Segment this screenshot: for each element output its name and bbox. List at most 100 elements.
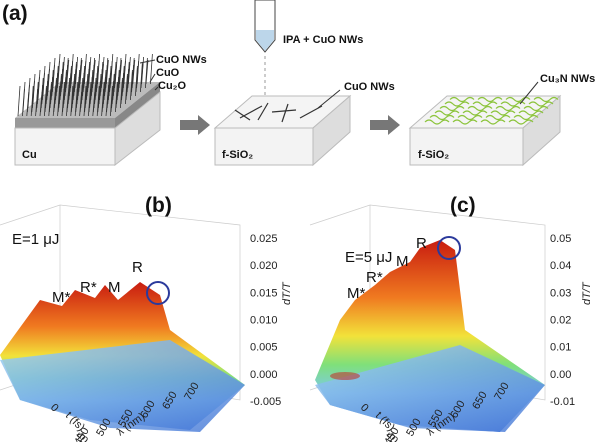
cu3n-wire [444, 101, 470, 107]
peak-label: R* [80, 279, 97, 296]
z-tick-label: 0.03 [550, 287, 571, 299]
leader [154, 86, 159, 91]
nanowire [32, 73, 36, 105]
cu3n-wire [508, 119, 534, 125]
z-tick-label: 0.020 [250, 260, 278, 272]
nanowire [136, 53, 140, 85]
arrow [370, 115, 400, 135]
nanowire [75, 56, 78, 85]
nanowire [62, 56, 65, 85]
peak-label: M [396, 253, 409, 270]
nanowire [92, 59, 96, 85]
nanowire [27, 77, 31, 109]
highlight-circle [437, 236, 461, 260]
nanowire [123, 53, 127, 85]
nanowire [88, 56, 92, 85]
nanowire [37, 69, 41, 101]
leader [149, 73, 156, 83]
z-tick-label: 0.05 [550, 233, 571, 245]
nanowire [52, 57, 56, 89]
cu3n-wire [429, 114, 455, 121]
nanowire [145, 59, 149, 85]
nanowire [150, 53, 153, 85]
nanowire [110, 53, 114, 85]
nanowire [106, 59, 109, 85]
cu3n-wire [462, 110, 488, 116]
highlight-circle [146, 281, 170, 305]
energy-label: E=1 μJ [12, 231, 59, 248]
cu3n-wire [467, 105, 493, 112]
nanowire [119, 59, 122, 85]
cu-block [14, 53, 161, 167]
z-tick-label: 0.00 [550, 369, 571, 381]
z-tick-label: 0.02 [550, 315, 571, 327]
z-tick-label: -0.01 [550, 396, 575, 408]
nanowire [17, 85, 21, 117]
layer-label: CuO NWs [156, 54, 207, 66]
peak-label: M* [52, 289, 70, 306]
z-tick-label: 0.025 [250, 233, 278, 245]
cu3n-block [408, 94, 562, 167]
cu3n-wire [490, 110, 516, 116]
nanowire [114, 56, 118, 85]
pipette-label: IPA + CuO NWs [283, 34, 363, 46]
panel-label: (c) [450, 194, 476, 217]
z-tick-label: 0.04 [550, 260, 571, 272]
z-tick-label: 0.000 [250, 369, 278, 381]
panel-label: (a) [2, 2, 28, 25]
nanowire [141, 56, 144, 85]
z-axis-label: dT/T [281, 281, 293, 305]
z-tick-label: 0.015 [250, 287, 278, 299]
cu3n-wire [495, 105, 521, 112]
peak-label: M* [347, 285, 365, 302]
nanowire [79, 59, 83, 85]
nanowire [101, 56, 105, 85]
delay-tick-label: 40 [73, 430, 90, 442]
z-tick-label: 0.005 [250, 342, 278, 354]
cu3n-wire [449, 96, 475, 103]
peak-label: M [108, 279, 121, 296]
surface-plot-c [309, 204, 546, 432]
cu3n-wire [457, 114, 483, 121]
cu3n-wire [513, 114, 539, 121]
nanowire [22, 81, 26, 113]
cu3n-wire [480, 119, 506, 125]
cu3n-wire [518, 110, 544, 116]
cu3n-wire [424, 119, 450, 125]
wire-label: CuO NWs [344, 81, 395, 93]
z-axis-label: dT/T [581, 281, 593, 305]
nanowire [47, 61, 51, 93]
surface-plot-b [0, 204, 245, 432]
substrate-label: Cu [22, 149, 37, 161]
nanowire [42, 65, 46, 97]
cu3n-wire [472, 101, 498, 107]
cu3n-wire [477, 96, 503, 103]
cu3n-wire [434, 110, 460, 116]
z-tick-label: 0.010 [250, 315, 278, 327]
cu3n-wire [485, 114, 511, 121]
pipette-liquid [256, 30, 274, 51]
layer-label: CuO [156, 67, 180, 79]
peak-label: R* [366, 269, 383, 286]
leader [519, 81, 539, 105]
cu3n-wire [523, 105, 549, 112]
substrate-label: f-SiO₂ [418, 149, 449, 161]
cu3n-wire [505, 96, 531, 103]
cu3n-wire [452, 119, 478, 125]
z-tick-label: 0.01 [550, 342, 571, 354]
nanowire [57, 53, 61, 85]
substrate-label: f-SiO₂ [222, 149, 253, 161]
leader [139, 59, 156, 64]
nanowire [132, 59, 136, 85]
layer-label: Cu₂O [158, 80, 187, 92]
sio2-block [213, 94, 352, 167]
arrow [180, 115, 210, 135]
wire-label: Cu₃N NWs [540, 73, 595, 85]
nanowire [128, 56, 131, 85]
z-tick-label: -0.005 [250, 396, 281, 408]
energy-label: E=5 μJ [345, 249, 392, 266]
delay-tick-label: 40 [383, 430, 400, 442]
nanowire [84, 53, 87, 85]
nanowire [66, 59, 70, 85]
